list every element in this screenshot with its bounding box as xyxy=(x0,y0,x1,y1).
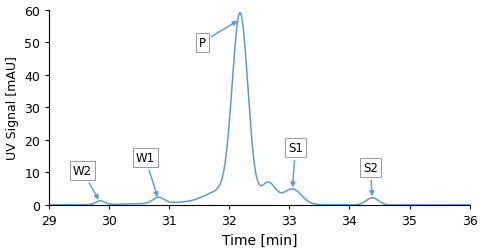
X-axis label: Time [min]: Time [min] xyxy=(222,233,297,246)
Text: W1: W1 xyxy=(136,151,158,196)
Text: S1: S1 xyxy=(288,142,303,186)
Text: S2: S2 xyxy=(363,161,378,195)
Text: W2: W2 xyxy=(72,165,98,199)
Y-axis label: UV Signal [mAU]: UV Signal [mAU] xyxy=(6,56,18,160)
Text: P: P xyxy=(199,22,236,49)
